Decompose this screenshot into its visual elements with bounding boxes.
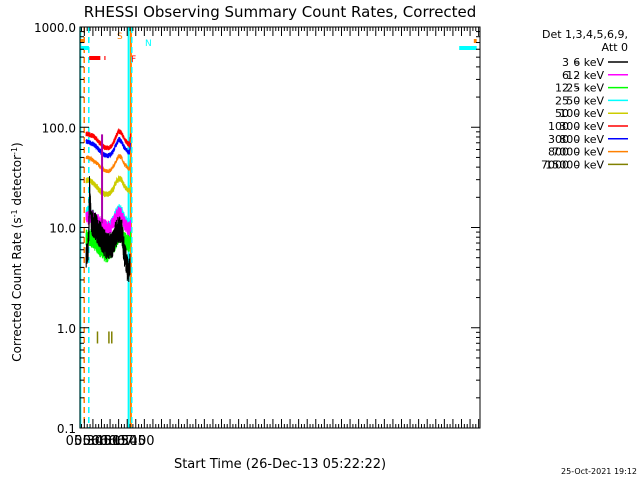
legend-entry-high: 100 keV xyxy=(559,107,604,120)
legend-entry-low: 7000 xyxy=(541,158,569,171)
series-lines xyxy=(85,128,132,344)
legend-entry-high: 12 keV xyxy=(566,69,604,82)
legend-entry-low: 800 xyxy=(548,146,569,159)
y-axis-label-sup1: -1 xyxy=(10,209,19,217)
flag-label-f: F xyxy=(131,55,136,65)
x-axis-label: Start Time (26-Dec-13 05:22:22) xyxy=(174,457,386,472)
legend-entry-low: 100 xyxy=(548,120,569,133)
y-axis-label-part1: Corrected Count Rate (s xyxy=(10,217,24,361)
legend-entry-dash: - xyxy=(575,82,579,95)
legend-entry-high: 300 keV xyxy=(559,120,604,133)
legend-entry-high: 7000 keV xyxy=(552,146,604,159)
x-tick-label: 05:45 xyxy=(74,434,111,449)
y-axis-label-part3: ) xyxy=(10,142,24,147)
y-tick-label: 10.0 xyxy=(49,222,76,236)
legend-entry-dash: - xyxy=(575,133,579,146)
x-tick-label: 06:00 xyxy=(83,434,120,449)
series-800-7000-kev xyxy=(85,153,132,174)
x-tick-label: 05:30 xyxy=(66,434,103,449)
legend-entry-low: 300 xyxy=(548,133,569,146)
y-axis-label: Corrected Count Rate (s-1 detector-1) xyxy=(10,142,25,361)
x-tick-label: 06:45 xyxy=(108,434,145,449)
flag-bars: S NF xyxy=(80,32,477,65)
footer-timestamp: 25-Oct-2021 19:12 xyxy=(561,467,637,476)
legend-entry-dash: - xyxy=(575,146,579,159)
legend-entry-low: 12 xyxy=(555,82,569,95)
legend-entry-dash: - xyxy=(575,158,579,171)
legend-entry-dash: - xyxy=(575,69,579,82)
legend-entry-high: 6 keV xyxy=(573,56,604,69)
legend-entry-high: 800 keV xyxy=(559,133,604,146)
x-tick-label: 07:00 xyxy=(117,434,154,449)
flag-label-n: N xyxy=(145,39,152,49)
flag-label-s: S xyxy=(117,32,123,42)
series-3-6-kev xyxy=(85,176,131,283)
y-axis-label-sup2: -1 xyxy=(10,147,19,155)
legend-entry-dash: - xyxy=(575,94,579,107)
legend-header-detectors: Det 1,3,4,5,6,9, xyxy=(542,28,628,41)
y-axis-label-part2: detector xyxy=(10,155,24,210)
legend-entry-low: 3 xyxy=(562,56,569,69)
y-tick-label: 1000.0 xyxy=(34,21,76,35)
x-tick-label: 06:15 xyxy=(91,434,128,449)
legend-entry-dash: - xyxy=(575,107,579,120)
chart-title: RHESSI Observing Summary Count Rates, Co… xyxy=(84,3,477,21)
legend-entry-low: 50 xyxy=(555,107,569,120)
legend-entry-dash: - xyxy=(575,56,579,69)
series-50-100-kev xyxy=(85,175,132,198)
y-tick-label: 1.0 xyxy=(57,322,76,336)
series-300-800-kev xyxy=(85,136,132,159)
legend-entry-low: 6 xyxy=(562,69,569,82)
y-tick-label: 100.0 xyxy=(42,121,76,135)
x-tick-label: 06:30 xyxy=(100,434,137,449)
legend-entry-high: 50 keV xyxy=(566,94,604,107)
legend-header-attenuator: Att 0 xyxy=(602,41,628,54)
y-tick-label: 0.1 xyxy=(57,422,76,436)
legend-entry-low: 25 xyxy=(555,94,569,107)
legend-entry-high: 25 keV xyxy=(566,82,604,95)
legend-entry-dash: - xyxy=(575,120,579,133)
legend-entry-high: 15000 keV xyxy=(545,158,604,171)
series-100-300-kev xyxy=(85,128,132,151)
y-axis: 1000.0 100.0 10.0 1.0 0.1 xyxy=(34,21,480,436)
